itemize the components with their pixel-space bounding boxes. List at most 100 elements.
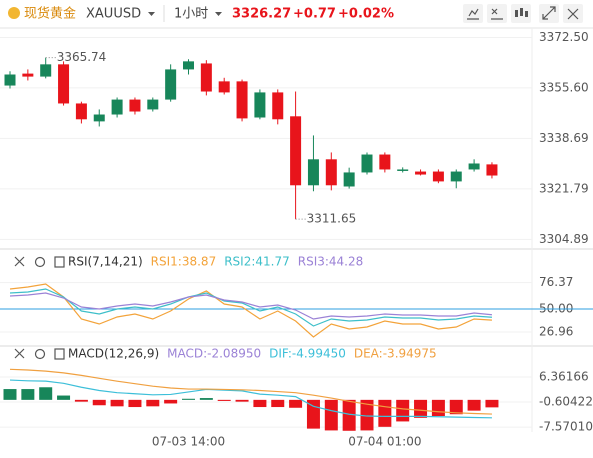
legend-entry: DEA:-3.94975: [354, 347, 437, 361]
candle-body: [4, 74, 16, 86]
macd-bar: [360, 399, 374, 431]
indicator-line: [9, 379, 492, 419]
legend-entry: RSI1:38.87: [151, 255, 217, 269]
candle-body: [111, 99, 123, 115]
tool-button[interactable]: [463, 4, 483, 23]
macd-bar: [74, 399, 88, 402]
price-change: +0.77: [293, 7, 336, 22]
macd-bar: [449, 399, 463, 415]
macd-bar: [289, 399, 303, 408]
y-tick-label: 3355.60: [539, 80, 589, 94]
candle-body: [75, 103, 87, 120]
menu-icon[interactable]: [54, 348, 65, 360]
macd-bar: [199, 398, 213, 400]
macd-bar: [431, 399, 445, 417]
macd-bar: [235, 399, 249, 402]
candle-body: [468, 163, 480, 170]
dropdown-arrow[interactable]: [148, 12, 155, 16]
y-tick-label: 6.36166: [539, 369, 589, 383]
indicator-line: [9, 283, 492, 338]
macd-bar: [217, 399, 231, 401]
x-tick-label: 07-03 14:00: [152, 435, 225, 449]
macd-bar: [128, 399, 142, 408]
candle-body: [40, 64, 52, 77]
candle-body: [183, 61, 194, 70]
price-change-pct: +0.02%: [338, 7, 394, 22]
macd-bar: [271, 399, 285, 408]
candle-body: [379, 154, 391, 170]
x-tick-label: 07-04 01:00: [348, 435, 421, 449]
y-tick-label: -7.57010: [539, 420, 593, 434]
candle-body: [272, 92, 284, 120]
candle-body: [325, 159, 337, 186]
tool-icon: [467, 8, 479, 20]
legend-entry: MACD:-2.08950: [167, 347, 261, 361]
indicator-title: MACD(12,26,9): [68, 347, 159, 361]
settings-icon[interactable]: [34, 256, 46, 268]
tool-icon: [491, 8, 503, 20]
macd-bar: [182, 398, 195, 400]
candle-body: [432, 171, 444, 182]
macd-bar: [485, 399, 499, 408]
low-annotation: 3311.65: [307, 212, 357, 226]
tool-icon: [542, 6, 556, 20]
candle-body: [147, 99, 159, 110]
macd-bar: [467, 399, 481, 411]
macd-bar: [21, 389, 35, 400]
macd-bar: [378, 399, 392, 427]
macd-bar: [92, 399, 106, 406]
y-tick-label: -0.60422: [539, 395, 593, 409]
legend-entry: RSI2:41.77: [224, 255, 290, 269]
y-tick-label: 76.37: [539, 275, 573, 289]
tool-icon: [567, 8, 579, 20]
candle-body: [236, 81, 248, 119]
candle-body: [397, 169, 409, 171]
candle-body: [290, 116, 302, 186]
macd-bar: [39, 387, 53, 400]
y-tick-label: 3304.89: [539, 232, 589, 246]
macd-bar: [146, 399, 160, 407]
macd-bar: [110, 399, 124, 407]
candle-body: [129, 99, 141, 112]
menu-icon[interactable]: [54, 256, 65, 268]
symbol-icon: [8, 7, 20, 19]
candle-body: [361, 154, 373, 173]
candle-body: [218, 81, 230, 93]
candle-body: [22, 73, 34, 77]
y-tick-label: 3321.79: [539, 181, 589, 195]
close-icon[interactable]: [14, 256, 25, 267]
tool-icon: [515, 8, 528, 17]
close-icon[interactable]: [14, 348, 25, 359]
candle-body: [486, 164, 498, 176]
high-annotation: 3365.74: [57, 50, 107, 64]
indicator-title: RSI(7,14,21): [68, 255, 143, 269]
macd-bar: [253, 399, 267, 408]
macd-bar: [3, 389, 17, 400]
macd-bar: [324, 399, 338, 431]
settings-icon[interactable]: [34, 348, 46, 360]
candle-body: [58, 64, 70, 104]
dropdown-arrow[interactable]: [215, 12, 222, 16]
macd-bar: [164, 399, 178, 404]
macd-bar: [57, 395, 71, 400]
candle-body: [93, 114, 105, 122]
legend-entry: RSI3:44.28: [298, 255, 364, 269]
symbol-name[interactable]: 现货黄金: [24, 6, 76, 22]
interval[interactable]: 1小时: [174, 7, 208, 22]
candle-body: [415, 171, 427, 175]
y-tick-label: 3372.50: [539, 30, 589, 44]
candle-body: [343, 172, 355, 187]
candle-body: [200, 63, 212, 92]
toolbar: [463, 4, 583, 23]
y-tick-label: 3338.69: [539, 131, 589, 145]
candle-body: [450, 171, 462, 182]
macd-bar: [342, 399, 356, 431]
macd-bar: [414, 399, 428, 418]
symbol-code[interactable]: XAUUSD: [86, 7, 141, 22]
candle-body: [307, 159, 319, 186]
candle-body: [165, 69, 177, 100]
macd-bar: [396, 399, 410, 422]
indicator-line: [9, 368, 492, 415]
